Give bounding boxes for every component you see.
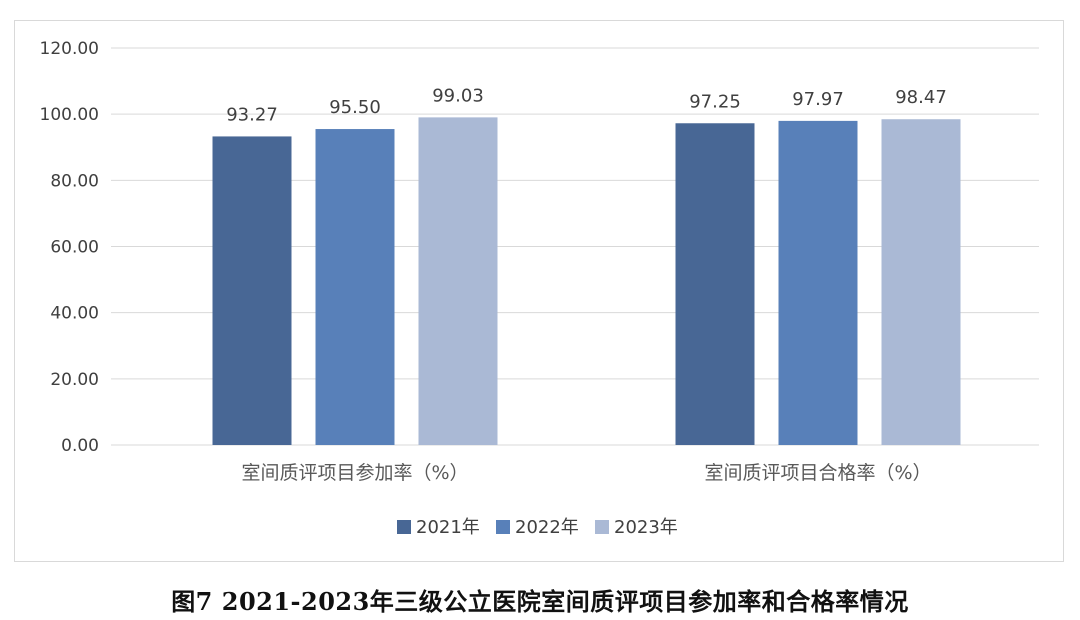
figure-caption: 图7 2021-2023年三级公立医院室间质评项目参加率和合格率情况	[171, 587, 909, 616]
bar	[881, 119, 961, 445]
data-label: 93.27	[226, 104, 278, 125]
legend-swatch	[397, 520, 411, 534]
y-tick-label: 120.00	[40, 39, 99, 59]
bar	[675, 123, 755, 445]
y-tick-label: 60.00	[50, 238, 99, 258]
bar	[212, 136, 292, 445]
bar-chart: 0.00 20.00 40.00 60.00 80.00 100.00 120.00 93.2…	[40, 39, 1039, 538]
data-label: 98.47	[895, 87, 947, 108]
legend-label: 2022年	[515, 517, 579, 538]
bar	[418, 117, 498, 446]
bar	[778, 120, 858, 446]
data-label: 95.50	[329, 97, 381, 118]
data-label: 97.97	[792, 89, 844, 110]
legend-label: 2021年	[416, 517, 480, 538]
chart-frame: 0.00 20.00 40.00 60.00 80.00 100.00 120.00 93.2…	[14, 20, 1064, 562]
y-tick-label: 0.00	[61, 436, 99, 456]
legend-swatch	[496, 520, 510, 534]
legend-label: 2023年	[614, 517, 678, 538]
y-tick-label: 40.00	[50, 304, 99, 324]
bar	[315, 129, 395, 445]
y-tick-label: 80.00	[50, 171, 99, 191]
x-category-label: 室间质评项目参加率（%）	[241, 462, 468, 484]
legend-swatch	[595, 520, 609, 534]
data-label: 99.03	[432, 85, 484, 106]
x-category-label: 室间质评项目合格率（%）	[704, 462, 931, 484]
y-tick-label: 100.00	[40, 105, 99, 125]
data-label: 97.25	[689, 91, 741, 112]
y-tick-label: 20.00	[50, 370, 99, 390]
